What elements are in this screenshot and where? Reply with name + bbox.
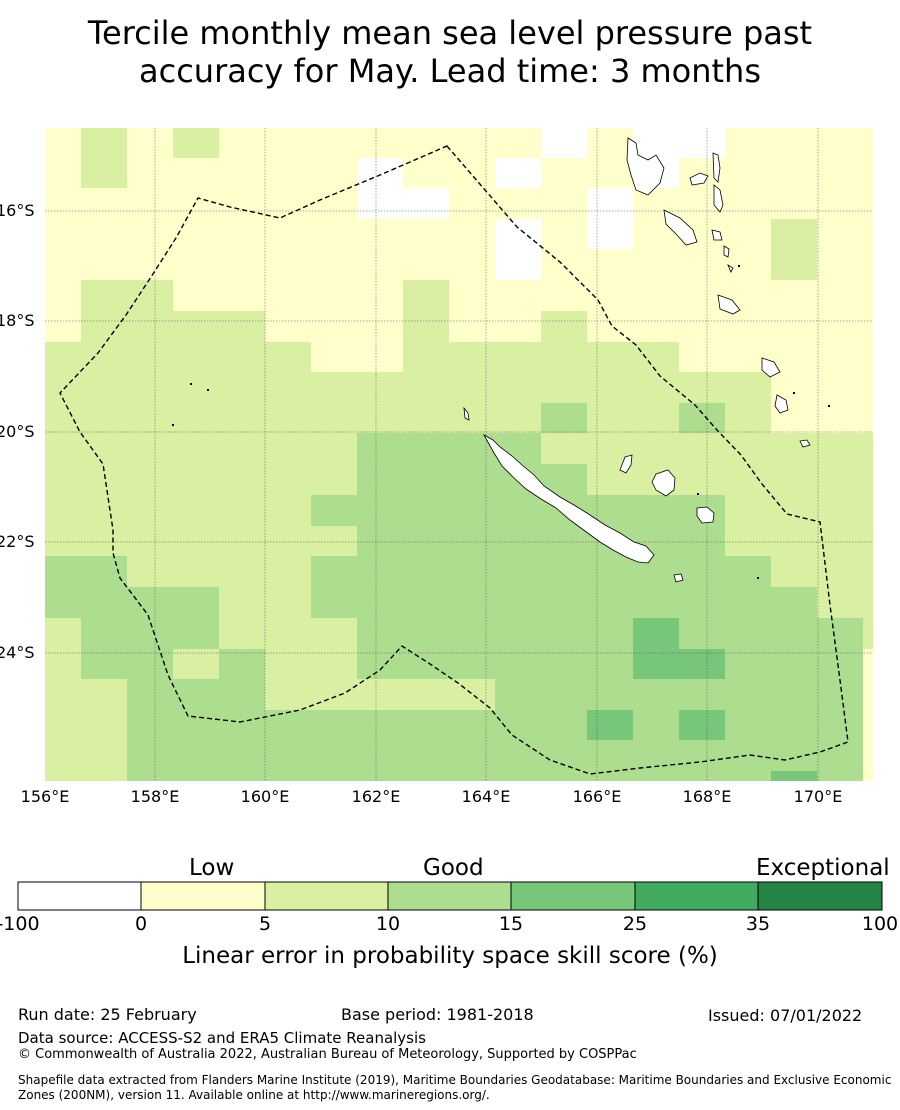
title-line-2: accuracy for May. Lead time: 3 months: [138, 52, 761, 90]
colorbar-label: Linear error in probability space skill …: [182, 943, 718, 969]
colorbar-bin-0-5: [141, 882, 265, 910]
efate: [717, 294, 741, 315]
copyright: © Commonwealth of Australia 2022, Austra…: [18, 1047, 637, 1062]
lon-label-170e: 170°E: [793, 787, 843, 806]
lon-label-168e: 168°E: [682, 787, 732, 806]
belep: [463, 406, 470, 421]
isle-of-pines: [673, 573, 684, 583]
ouvea: [619, 454, 633, 474]
pentecost: [713, 184, 724, 213]
ambae: [689, 172, 709, 186]
colorbar-bin-25-35: [635, 882, 758, 910]
lon-label-158e: 158°E: [130, 787, 180, 806]
skill-region-10-15: [45, 403, 863, 781]
coastlines: [463, 137, 811, 583]
lon-label-162e: 162°E: [351, 787, 401, 806]
lat-label-20s: 20°S: [0, 422, 35, 441]
lon-label-156e: 156°E: [20, 787, 70, 806]
small-islets: [172, 265, 830, 579]
new-caledonia: [482, 433, 655, 564]
colorbar-bin-5-10: [265, 882, 388, 910]
colorbar-bin-35-100: [758, 882, 882, 910]
cb-tick-10: 10: [375, 913, 401, 935]
cb-tick-neg100: -100: [0, 913, 40, 935]
colorbar: [17, 881, 883, 911]
lon-label-164e: 164°E: [461, 787, 511, 806]
shapefile-credit: Shapefile data extracted from Flanders M…: [18, 1073, 892, 1102]
skill-region-15-25: [587, 618, 817, 781]
category-good: Good: [423, 855, 484, 881]
eez-boundary: [59, 145, 849, 775]
ambrym: [711, 229, 723, 241]
lifou: [651, 469, 676, 497]
colorbar-bin-15-25: [511, 882, 635, 910]
issued-date: Issued: 07/01/2022: [708, 1006, 863, 1025]
mare: [696, 506, 715, 524]
cb-tick-5: 5: [258, 913, 272, 935]
aneityum: [799, 439, 811, 448]
cb-tick-0: 0: [134, 913, 148, 935]
map-title: Tercile monthly mean sea level pressure …: [0, 14, 900, 90]
category-exceptional: Exceptional: [756, 855, 890, 881]
maewo: [712, 152, 721, 183]
tanna: [774, 394, 789, 414]
skill-region-negative: [357, 128, 725, 280]
data-source: Data source: ACCESS-S2 and ERA5 Climate …: [18, 1029, 426, 1047]
cb-tick-100: 100: [861, 913, 899, 935]
epi: [723, 245, 730, 258]
title-line-1: Tercile monthly mean sea level pressure …: [87, 14, 813, 52]
erromango: [761, 357, 781, 378]
cb-tick-25: 25: [622, 913, 648, 935]
colorbar-bin-10-15: [388, 882, 511, 910]
lat-label-22s: 22°S: [0, 532, 35, 551]
lon-label-160e: 160°E: [240, 787, 290, 806]
colorbar-bin-neg100-0: [18, 882, 141, 910]
malekula: [663, 209, 698, 246]
lon-label-166e: 166°E: [572, 787, 622, 806]
lat-label-24s: 24°S: [0, 643, 35, 662]
espiritu-santo: [626, 137, 665, 196]
cb-tick-35: 35: [745, 913, 771, 935]
cb-tick-15: 15: [498, 913, 524, 935]
base-period: Base period: 1981-2018: [341, 1005, 534, 1024]
shepherd-islands: [727, 264, 734, 273]
lat-label-18s: 18°S: [0, 311, 35, 330]
category-low: Low: [189, 855, 235, 881]
lat-label-16s: 16°S: [0, 201, 35, 220]
run-date: Run date: 25 February: [18, 1005, 197, 1024]
